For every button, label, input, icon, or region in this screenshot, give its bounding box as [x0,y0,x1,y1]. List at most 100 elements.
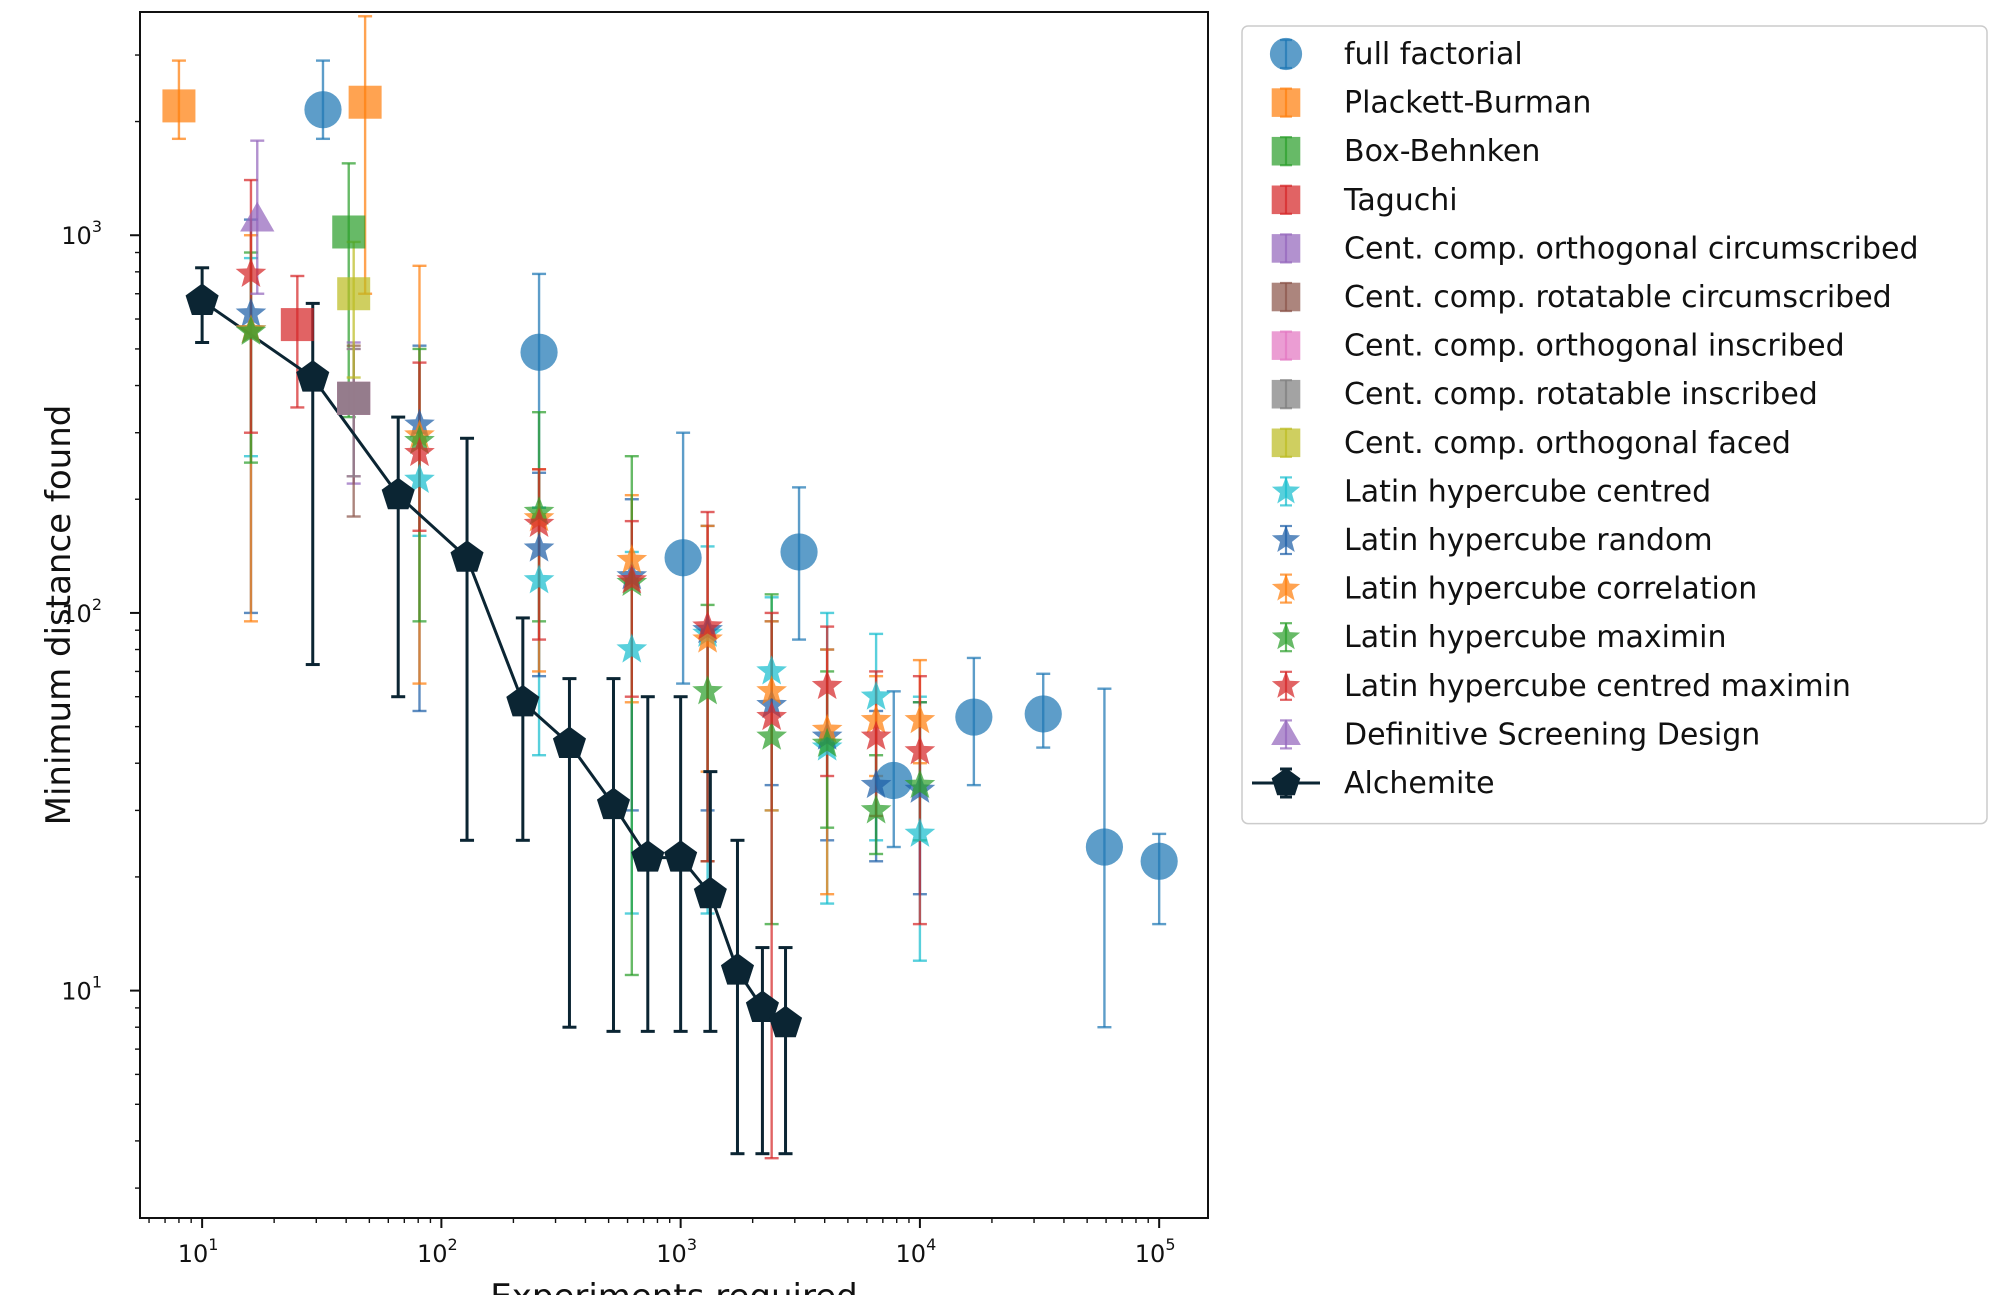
latin-hypercube-centred-maximin-point [811,670,843,700]
latin-hypercube-random-point [523,532,555,562]
legend-label-cent-comp-orthogonal-circumscribed: Cent. comp. orthogonal circumscribed [1344,231,1919,266]
alchemite-point [296,360,330,392]
legend-marker-plackett-burman [1271,88,1301,117]
plackett-burman-point [162,89,196,123]
alchemite-point [745,990,779,1022]
latin-hypercube-centred-point [904,817,936,847]
latin-hypercube-maximin-point [904,769,936,799]
legend-marker-cent-comp-rotatable-inscribed [1271,379,1301,409]
alchemite-point [185,283,219,315]
legend-marker-taguchi [1271,185,1301,215]
legend-label-latin-hypercube-maximin: Latin hypercube maximin [1344,620,1727,655]
x-tick-label: 105 [1135,1235,1176,1268]
alchemite-point [768,1005,803,1038]
legend-marker-latin-hypercube-maximin [1271,622,1301,650]
full-factorial-point [1024,695,1062,733]
latin-hypercube-centred-maximin-point [692,610,723,640]
latin-hypercube-correlation-point [692,623,723,653]
x-tick-label: 104 [896,1235,937,1268]
full-factorial-point [955,698,993,736]
legend-label-plackett-burman: Plackett-Burman [1344,86,1591,121]
latin-hypercube-random-point [235,297,267,327]
plot-area [139,11,1209,1219]
x-tick-label: 101 [178,1235,219,1268]
legend-label-latin-hypercube-centred-maximin: Latin hypercube centred maximin [1344,669,1851,704]
definitive-screening-design-point [240,201,275,232]
legend-marker-latin-hypercube-centred [1271,476,1301,504]
legend-marker-alchemite [1271,767,1301,796]
x-axis-title: Experiments required [490,1277,857,1295]
latin-hypercube-centred-maximin-point [404,436,435,467]
legend-marker-cent-comp-orthogonal-inscribed [1271,331,1301,360]
latin-hypercube-correlation-point [860,704,892,734]
alchemite-point [381,477,415,510]
latin-hypercube-centred-point [860,680,892,710]
latin-hypercube-centred-point [523,564,555,594]
alchemite-point [664,840,698,872]
full-factorial-point [875,761,913,800]
legend-frame [1241,25,1988,825]
full-factorial-point [520,333,558,371]
legend-marker-full-factorial [1269,37,1303,71]
latin-hypercube-centred-maximin-point [860,720,892,750]
full-factorial-point [664,539,702,577]
full-factorial-point [780,533,818,571]
axes: 101 102 103 104 105 101 102 103 [61,54,1176,1268]
alchemite-point [552,726,586,758]
latin-hypercube-centred-point [616,633,648,663]
cent-comp-orthogonal-faced-point [337,277,371,311]
latin-hypercube-correlation-point [616,543,648,574]
box-behnken-point [332,215,366,249]
latin-hypercube-correlation-point [904,704,936,734]
alchemite-point [631,840,665,872]
legend-label-box-behnken: Box-Behnken [1344,134,1540,169]
latin-hypercube-maximin-point [235,315,267,345]
legend-label-cent-comp-rotatable-circumscribed: Cent. comp. rotatable circumscribed [1344,280,1892,315]
legend-label-cent-comp-orthogonal-inscribed: Cent. comp. orthogonal inscribed [1344,329,1845,364]
latin-hypercube-centred-maximin-point [616,564,648,594]
taguchi-point [280,308,314,342]
legend: full factorial Plackett-Burman Box-Behnken… [1241,25,1988,825]
latin-hypercube-correlation-point [756,675,787,705]
alchemite-point [596,787,631,820]
latin-hypercube-centred-maximin-point [235,257,267,287]
legend-marker-cent-comp-orthogonal-circumscribed [1271,234,1301,263]
full-factorial-point [1085,828,1124,866]
alchemite-point [693,876,727,909]
legend-label-definitive-screening-design: Definitive Screening Design [1344,717,1760,752]
legend-marker-cent-comp-orthogonal-faced [1271,428,1301,458]
y-axis-title: Minimum distance found [39,405,79,826]
alchemite-point [450,540,484,572]
legend-label-cent-comp-orthogonal-faced: Cent. comp. orthogonal faced [1344,426,1791,461]
legend-label-full-factorial: full factorial [1344,37,1523,72]
legend-marker-cent-comp-rotatable-circumscribed [1271,282,1301,312]
latin-hypercube-maximin-point [860,794,892,824]
data-markers [162,85,1178,1038]
latin-hypercube-centred-maximin-point [523,507,555,538]
latin-hypercube-centred-point [404,463,435,493]
latin-hypercube-centred-maximin-point [756,700,787,731]
latin-hypercube-maximin-point [811,727,843,757]
y-tick-label: 103 [61,217,102,250]
latin-hypercube-random-point [860,769,892,799]
full-factorial-point [1140,842,1178,880]
legend-marker-box-behnken [1271,136,1301,166]
legend-marker-latin-hypercube-correlation [1271,573,1301,601]
legend-label-latin-hypercube-centred: Latin hypercube centred [1344,474,1711,509]
x-tick-label: 103 [656,1235,697,1268]
alchemite-point [720,953,755,985]
plackett-burman-point [348,85,382,119]
latin-hypercube-maximin-point [756,720,787,750]
alchemite-point [506,684,540,717]
latin-hypercube-centred-point [756,655,787,685]
legend-label-cent-comp-rotatable-inscribed: Cent. comp. rotatable inscribed [1344,377,1818,412]
latin-hypercube-centred-maximin-point [904,735,936,765]
legend-label-alchemite: Alchemite [1344,766,1495,801]
legend-marker-latin-hypercube-centred-maximin [1271,670,1301,698]
latin-hypercube-maximin-point [692,675,723,705]
legend-label-latin-hypercube-correlation: Latin hypercube correlation [1344,572,1757,607]
x-tick-label: 102 [417,1235,458,1268]
full-factorial-point [304,91,342,129]
legend-label-latin-hypercube-random: Latin hypercube random [1344,523,1713,558]
